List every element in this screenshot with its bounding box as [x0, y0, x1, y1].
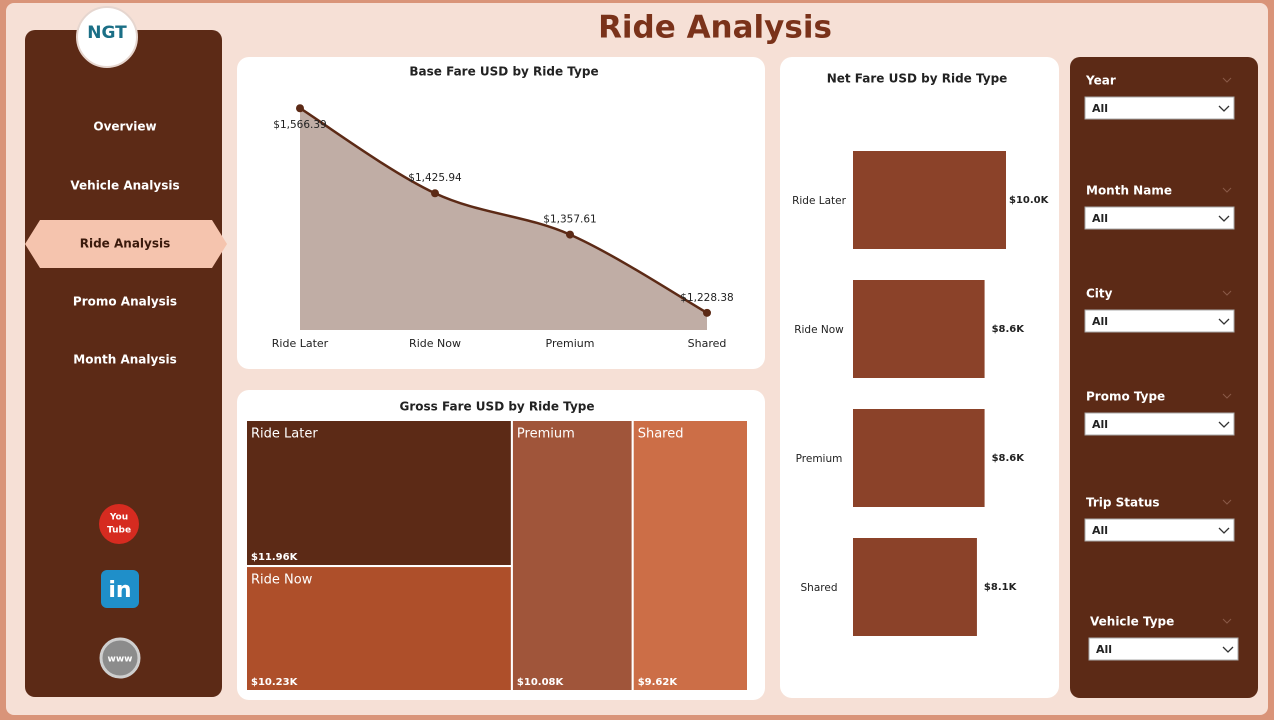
page-title: Ride Analysis [598, 10, 832, 46]
value-label: $8.6K [992, 453, 1026, 464]
treemap-tile [631, 419, 750, 692]
dropdown-chevron [1218, 421, 1230, 428]
dropdown[interactable] [1084, 96, 1235, 120]
icon-text: Tube [107, 526, 131, 536]
dropdown-value: All [1092, 212, 1108, 225]
value-label: $11.96K [251, 552, 299, 563]
youtube-icon[interactable] [99, 504, 139, 544]
dropdown-value: All [1092, 102, 1108, 115]
nav-item[interactable]: Overview [93, 120, 156, 134]
x-tick-label: Shared [688, 337, 727, 350]
y-tick-label: Ride Now [794, 324, 844, 336]
treemap-tile [245, 419, 513, 568]
icon-text: in [108, 578, 131, 603]
nav-item[interactable]: Vehicle Analysis [70, 179, 179, 193]
tile-label: Ride Later [251, 427, 318, 442]
dropdown-chevron [1218, 215, 1230, 222]
filter-label: Vehicle Type [1090, 615, 1174, 629]
value-label: $9.62K [638, 677, 679, 688]
chart-title: Gross Fare USD by Ride Type [400, 400, 595, 414]
point [296, 104, 304, 113]
value-label: $1,228.38 [680, 292, 733, 304]
chart-title: Base Fare USD by Ride Type [409, 65, 598, 79]
filter-label: Month Name [1086, 184, 1172, 198]
dropdown[interactable] [1088, 637, 1239, 661]
filter-label: City [1086, 287, 1113, 301]
tile-label: Ride Now [251, 573, 313, 588]
linkedin-icon[interactable] [101, 570, 139, 608]
dropdown-value: All [1092, 418, 1108, 431]
filter-chevron [1222, 393, 1232, 399]
logo [76, 6, 138, 68]
nav-item[interactable]: Month Analysis [73, 353, 176, 367]
icon-text: www [108, 655, 133, 665]
filter-chevron [1222, 187, 1232, 193]
y-tick-label: Ride Later [792, 195, 847, 207]
dropdown[interactable] [1084, 309, 1235, 333]
filter-label: Trip Status [1086, 496, 1160, 510]
filter-label: Year [1085, 74, 1116, 88]
value-label: $10.23K [251, 677, 299, 688]
y-tick-label: Shared [801, 582, 838, 594]
web-icon[interactable] [99, 637, 141, 679]
value-label: $1,425.94 [408, 172, 462, 184]
bar [853, 538, 977, 636]
sidebar [25, 30, 222, 697]
dropdown[interactable] [1084, 412, 1235, 436]
x-tick-label: Premium [546, 337, 595, 350]
dropdown-value: All [1096, 643, 1112, 656]
chart-title: Net Fare USD by Ride Type [827, 72, 1008, 86]
line [299, 107, 708, 314]
filter-chevron [1222, 618, 1232, 624]
x-tick-label: Ride Now [409, 337, 461, 350]
filter-chevron [1222, 77, 1232, 83]
icon-text: You [109, 513, 128, 523]
value-label: $1,357.61 [543, 214, 596, 226]
dropdown-value: All [1092, 315, 1108, 328]
value-label: $8.6K [992, 324, 1026, 335]
value-label: $8.1K [984, 582, 1018, 593]
x-tick-label: Ride Later [272, 337, 329, 350]
point [703, 308, 711, 317]
value-label: $10.0K [1009, 195, 1050, 206]
dropdown-value: All [1092, 524, 1108, 537]
nav-active-bg [25, 220, 227, 268]
point [431, 189, 439, 198]
value-label: $10.08K [517, 677, 565, 688]
dropdown[interactable] [1084, 206, 1235, 230]
nav-item[interactable]: Promo Analysis [73, 295, 177, 309]
area [300, 108, 707, 330]
filter-panel [1070, 57, 1258, 698]
bar [853, 151, 1006, 249]
logo-text: NGT [87, 23, 127, 43]
tile-label: Shared [638, 427, 684, 442]
bar [853, 409, 985, 507]
dropdown-chevron [1218, 105, 1230, 112]
bar [853, 280, 985, 378]
tile-label: Premium [517, 427, 575, 442]
y-tick-label: Premium [796, 453, 843, 465]
value-label: $1,566.39 [273, 119, 326, 131]
treemap-tile [510, 419, 634, 692]
dropdown-chevron [1218, 318, 1230, 325]
dropdown[interactable] [1084, 518, 1235, 542]
point [566, 230, 574, 239]
dropdown-chevron [1218, 527, 1230, 534]
filter-label: Promo Type [1086, 390, 1165, 404]
nav-item[interactable]: Ride Analysis [80, 237, 171, 251]
filter-chevron [1222, 290, 1232, 296]
dropdown-chevron [1222, 646, 1234, 653]
filter-chevron [1222, 499, 1232, 505]
